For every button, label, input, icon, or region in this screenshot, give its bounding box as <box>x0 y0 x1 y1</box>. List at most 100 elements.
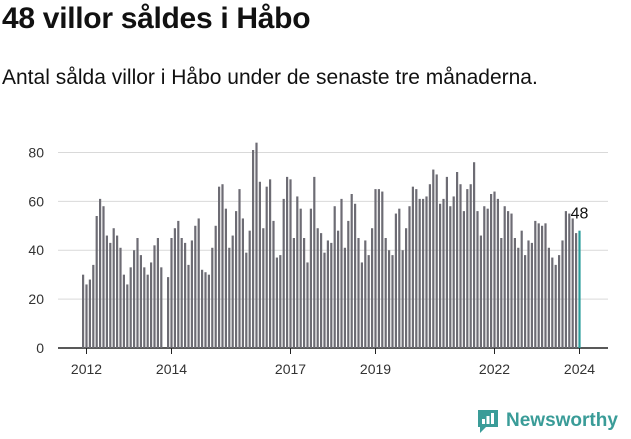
bar <box>330 242 333 348</box>
bar <box>391 255 394 348</box>
bar <box>190 240 193 348</box>
bar <box>357 238 360 348</box>
bar <box>82 274 85 348</box>
bar <box>228 247 231 348</box>
bar <box>384 238 387 348</box>
bar <box>201 269 204 348</box>
bar <box>255 142 258 348</box>
bar <box>139 255 142 348</box>
bar <box>170 238 173 348</box>
bar <box>575 233 578 348</box>
bar <box>92 264 95 348</box>
bar <box>449 206 452 348</box>
bar <box>133 250 136 348</box>
bar <box>258 181 261 348</box>
y-tick-label: 60 <box>28 193 44 209</box>
bar <box>551 257 554 348</box>
bar <box>459 184 462 348</box>
bar <box>194 225 197 348</box>
bar <box>483 206 486 348</box>
bar <box>466 189 469 348</box>
bar <box>340 198 343 348</box>
bar <box>112 228 115 348</box>
bar <box>235 211 238 348</box>
bar <box>275 257 278 348</box>
bar <box>136 238 139 348</box>
bar <box>439 203 442 348</box>
bar <box>160 267 163 348</box>
bar <box>445 176 448 348</box>
bar <box>462 211 465 348</box>
bar <box>394 213 397 348</box>
bar <box>156 238 159 348</box>
bar <box>520 230 523 348</box>
bar <box>469 184 472 348</box>
last-value-label: 48 <box>571 206 589 223</box>
bar <box>490 194 493 348</box>
bar <box>377 189 380 348</box>
bar <box>350 194 353 348</box>
bar <box>364 240 367 348</box>
bar <box>517 247 520 348</box>
bar <box>333 206 336 348</box>
bar <box>568 213 571 348</box>
bar <box>527 240 530 348</box>
bar <box>126 284 129 348</box>
bar <box>554 264 557 348</box>
y-tick-label: 80 <box>28 144 44 160</box>
bar <box>265 186 268 348</box>
bar <box>323 252 326 348</box>
bar <box>473 162 476 348</box>
bar <box>367 255 370 348</box>
bar <box>221 184 224 348</box>
bar <box>180 238 183 348</box>
bar <box>289 179 292 348</box>
x-tick-label: 2022 <box>479 361 510 377</box>
bar <box>309 208 312 348</box>
bar <box>544 223 547 348</box>
bar <box>313 176 316 348</box>
bar <box>452 196 455 348</box>
bar <box>177 220 180 348</box>
x-tick-label: 2014 <box>156 361 187 377</box>
bar <box>218 186 221 348</box>
bar <box>303 238 306 348</box>
bar <box>306 262 309 348</box>
bar <box>292 238 295 348</box>
bar <box>435 174 438 348</box>
bar <box>530 242 533 348</box>
bar <box>432 169 435 348</box>
bar <box>337 230 340 348</box>
axes: 0 20 40 60 80 2012 2014 2017 2019 2022 2024 48 <box>28 144 595 377</box>
bar <box>347 220 350 348</box>
chart-title: 48 villor såldes i Håbo <box>2 2 311 35</box>
bar <box>578 230 581 348</box>
bar <box>197 218 200 348</box>
x-tick-label: 2019 <box>360 361 391 377</box>
x-tick-label: 2017 <box>275 361 306 377</box>
bar <box>122 274 125 348</box>
bar <box>211 247 214 348</box>
bar <box>541 225 544 348</box>
bar <box>547 247 550 348</box>
bar <box>442 198 445 348</box>
bar <box>371 228 374 348</box>
bar <box>224 208 227 348</box>
bar <box>524 255 527 348</box>
bar <box>262 228 265 348</box>
bar <box>534 220 537 348</box>
bar <box>204 272 207 348</box>
bar <box>564 211 567 348</box>
bar <box>374 189 377 348</box>
bar <box>405 228 408 348</box>
bar <box>381 191 384 348</box>
bar <box>496 198 499 348</box>
bar <box>456 172 459 348</box>
bar <box>95 216 98 348</box>
bar <box>343 247 346 348</box>
bar <box>479 235 482 348</box>
bar <box>428 184 431 348</box>
bar <box>411 186 414 348</box>
bar-chart: 0 20 40 60 80 2012 2014 2017 2019 2022 2024 48 <box>28 142 608 377</box>
bar <box>238 189 241 348</box>
